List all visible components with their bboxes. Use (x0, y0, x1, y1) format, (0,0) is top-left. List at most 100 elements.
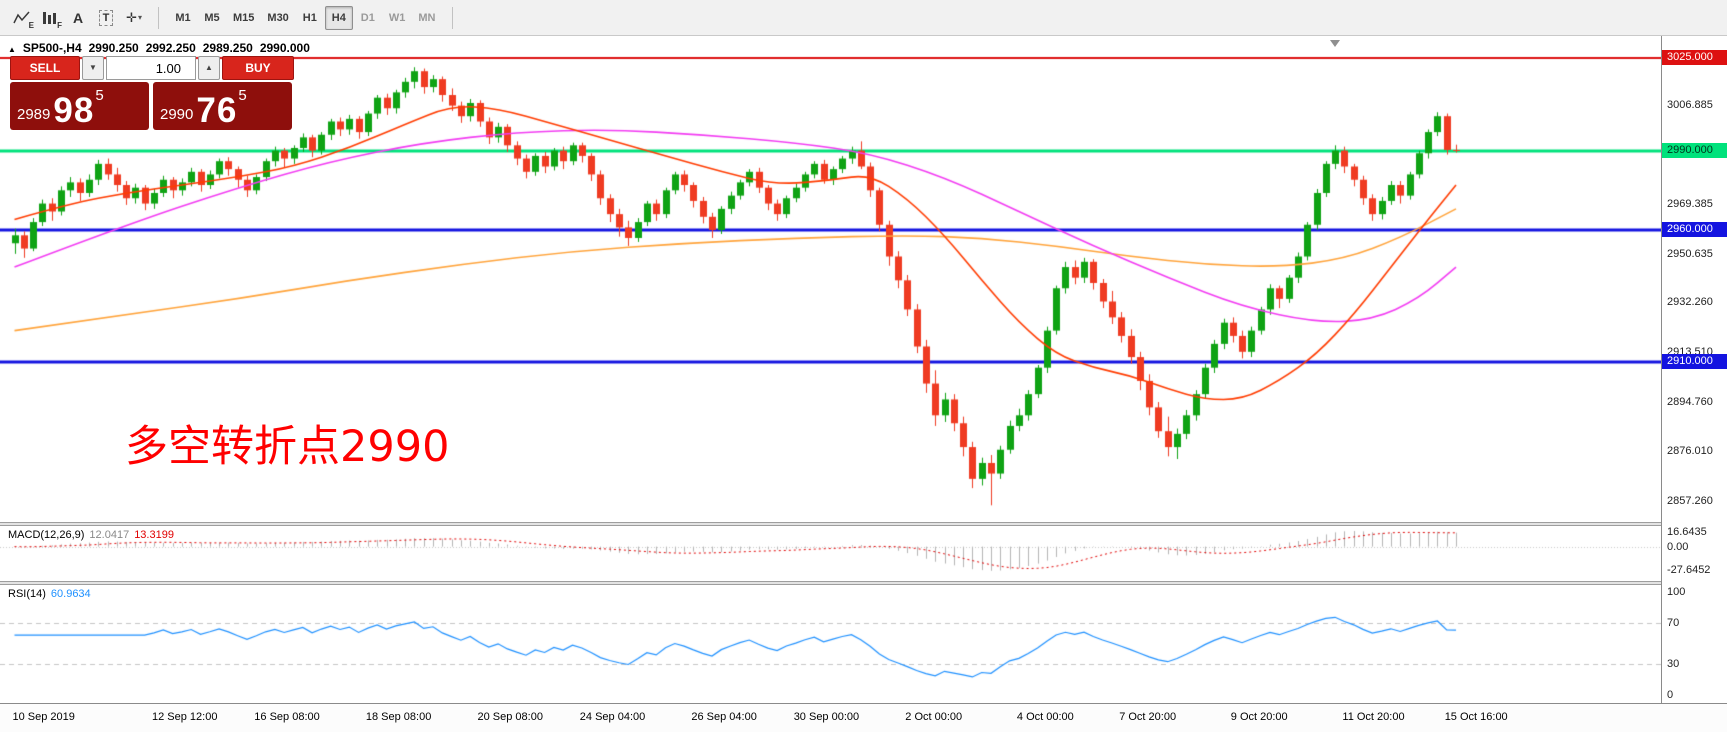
sell-button[interactable]: SELL (10, 56, 80, 80)
timeframe-button-h1[interactable]: H1 (296, 6, 324, 30)
timeframe-button-h4[interactable]: H4 (324, 5, 353, 30)
price-axis-label: 3006.885 (1667, 98, 1713, 111)
bars-icon (43, 12, 56, 24)
toolbar-separator (452, 6, 454, 29)
timeframe-button-m1[interactable]: M1 (169, 6, 197, 30)
time-axis-label: 10 Sep 2019 (12, 711, 75, 723)
macd-axis-label: 0.00 (1667, 540, 1689, 553)
price-axis-label: 2950.635 (1667, 247, 1713, 260)
time-axis-label: 2 Oct 00:00 (905, 711, 963, 723)
time-axis-label: 15 Oct 16:00 (1444, 711, 1508, 723)
crosshair-icon-button[interactable]: ✛ ▾ (120, 4, 148, 31)
price-axis-label: 2894.760 (1667, 395, 1713, 408)
time-axis-label: 20 Sep 08:00 (477, 711, 543, 723)
chart-header: ▲ SP500-,H4 2990.250 2992.250 2989.250 2990.0… (8, 41, 317, 55)
timeframe-button-m30[interactable]: M30 (261, 6, 294, 30)
bars-f-icon-button[interactable]: F (36, 4, 64, 31)
volume-decrease-button[interactable]: ▼ (82, 56, 104, 80)
volume-input[interactable] (106, 56, 196, 80)
rsi-axis-label: 0 (1667, 688, 1674, 701)
toolbar: E F A T ✛ ▾ M1 M5 M15 M30 H1 H4 D1 W1 MN (0, 0, 1727, 36)
macd-label: MACD(12,26,9) 12.0417 13.3199 (8, 529, 179, 541)
price-level-tag: 3025.000 (1662, 49, 1727, 65)
ohlc-low: 2989.250 (202, 41, 253, 55)
trade-controls-row: SELL ▼ ▲ BUY (10, 56, 294, 80)
time-axis-label: 12 Sep 12:00 (152, 711, 218, 723)
rsi-canvas[interactable] (0, 585, 1661, 703)
ask-price-big: 76 (196, 90, 238, 130)
ohlc-close: 2990.000 (259, 41, 310, 55)
one-click-trading-panel: SELL ▼ ▲ BUY 2989 98 5 2990 76 5 (10, 56, 294, 130)
time-axis-label: 26 Sep 04:00 (691, 711, 757, 723)
icon-sub-label-e: E (28, 21, 34, 30)
macd-signal-value: 13.3199 (134, 529, 174, 541)
ask-price-prefix: 2990 (160, 106, 194, 123)
buy-button[interactable]: BUY (222, 56, 294, 80)
letter-a-icon: A (72, 9, 84, 26)
timeframe-button-d1[interactable]: D1 (354, 6, 382, 30)
caret-up-icon: ▲ (205, 63, 213, 72)
bid-price-big: 98 (53, 90, 95, 130)
time-axis-label: 24 Sep 04:00 (579, 711, 646, 723)
chart-annotation-text: 多空转折点2990 (125, 422, 450, 472)
ohlc-high: 2992.250 (145, 41, 196, 55)
rsi-axis-label: 70 (1667, 616, 1680, 629)
time-axis-label: 11 Oct 20:00 (1342, 711, 1405, 723)
time-axis-label: 9 Oct 20:00 (1230, 711, 1288, 723)
rsi-label: RSI(14) 60.9634 (8, 588, 96, 600)
crosshair-icon: ✛ (126, 9, 137, 25)
bid-price-prefix: 2989 (17, 106, 51, 123)
timeframe-button-mn[interactable]: MN (412, 6, 441, 30)
text-label-icon-button[interactable]: A (64, 4, 92, 31)
rsi-value: 60.9634 (50, 588, 91, 600)
chevron-down-icon: ▾ (137, 13, 142, 22)
volume-increase-button[interactable]: ▲ (198, 56, 220, 80)
boxed-t-icon: T (98, 9, 114, 26)
toolbar-icon-group: E F A T ✛ ▾ (8, 4, 148, 31)
symbol-period-label: SP500-,H4 (22, 41, 82, 55)
time-axis-label: 30 Sep 00:00 (793, 711, 860, 723)
price-level-tag: 2910.000 (1662, 354, 1727, 370)
bid-price-sup: 5 (95, 87, 104, 104)
price-axis-label: 2876.010 (1667, 445, 1713, 458)
time-axis-label: 16 Sep 08:00 (254, 711, 320, 723)
line-chart-icon (13, 11, 30, 23)
symbol-marker-icon: ▲ (8, 45, 16, 54)
caret-down-icon: ▼ (89, 63, 97, 72)
price-level-tag: 2990.000 (1662, 142, 1727, 158)
time-axis[interactable]: 10 Sep 2019 12 Sep 12:00 16 Sep 08:00 18 Se… (0, 703, 1727, 732)
ask-price-sup: 5 (238, 87, 247, 104)
price-level-tag: 2960.000 (1662, 222, 1727, 238)
price-axis-label: 2857.260 (1667, 494, 1713, 507)
buy-price-tile[interactable]: 2990 76 5 (153, 82, 292, 130)
rsi-axis-label: 100 (1667, 586, 1686, 599)
icon-sub-label-f: F (57, 21, 62, 30)
price-tiles: 2989 98 5 2990 76 5 (10, 82, 294, 130)
toolbar-separator (158, 6, 159, 29)
macd-axis-label: -27.6452 (1667, 564, 1711, 577)
rsi-name: RSI(14) (8, 588, 46, 600)
time-axis-label: 7 Oct 20:00 (1119, 711, 1177, 723)
rsi-axis-label: 30 (1667, 658, 1680, 670)
price-axis-label: 2932.260 (1667, 296, 1713, 309)
ohlc-open: 2990.250 (88, 41, 139, 55)
line-chart-e-icon-button[interactable]: E (8, 4, 36, 31)
text-box-icon-button[interactable]: T (92, 4, 120, 31)
macd-canvas[interactable] (0, 526, 1661, 581)
price-axis-label: 2969.385 (1667, 198, 1713, 211)
macd-main-value: 12.0417 (89, 529, 130, 541)
panel-splitter[interactable] (0, 522, 1727, 526)
timeframe-button-w1[interactable]: W1 (383, 6, 412, 30)
time-axis-label: 18 Sep 08:00 (365, 711, 432, 723)
timeframe-button-m15[interactable]: M15 (227, 6, 260, 30)
macd-name: MACD(12,26,9) (8, 529, 85, 541)
panel-splitter[interactable] (0, 581, 1727, 585)
price-axis[interactable]: 3006.885 2969.385 2950.635 2932.260 2913.510… (1661, 36, 1727, 703)
time-axis-label: 4 Oct 00:00 (1016, 711, 1074, 723)
timeframe-button-m5[interactable]: M5 (198, 6, 226, 30)
sell-price-tile[interactable]: 2989 98 5 (10, 82, 149, 130)
chart-shift-marker (1330, 40, 1340, 47)
macd-axis-label: 16.6435 (1667, 526, 1707, 539)
timeframe-group: M1 M5 M15 M30 H1 H4 D1 W1 MN (169, 5, 442, 30)
